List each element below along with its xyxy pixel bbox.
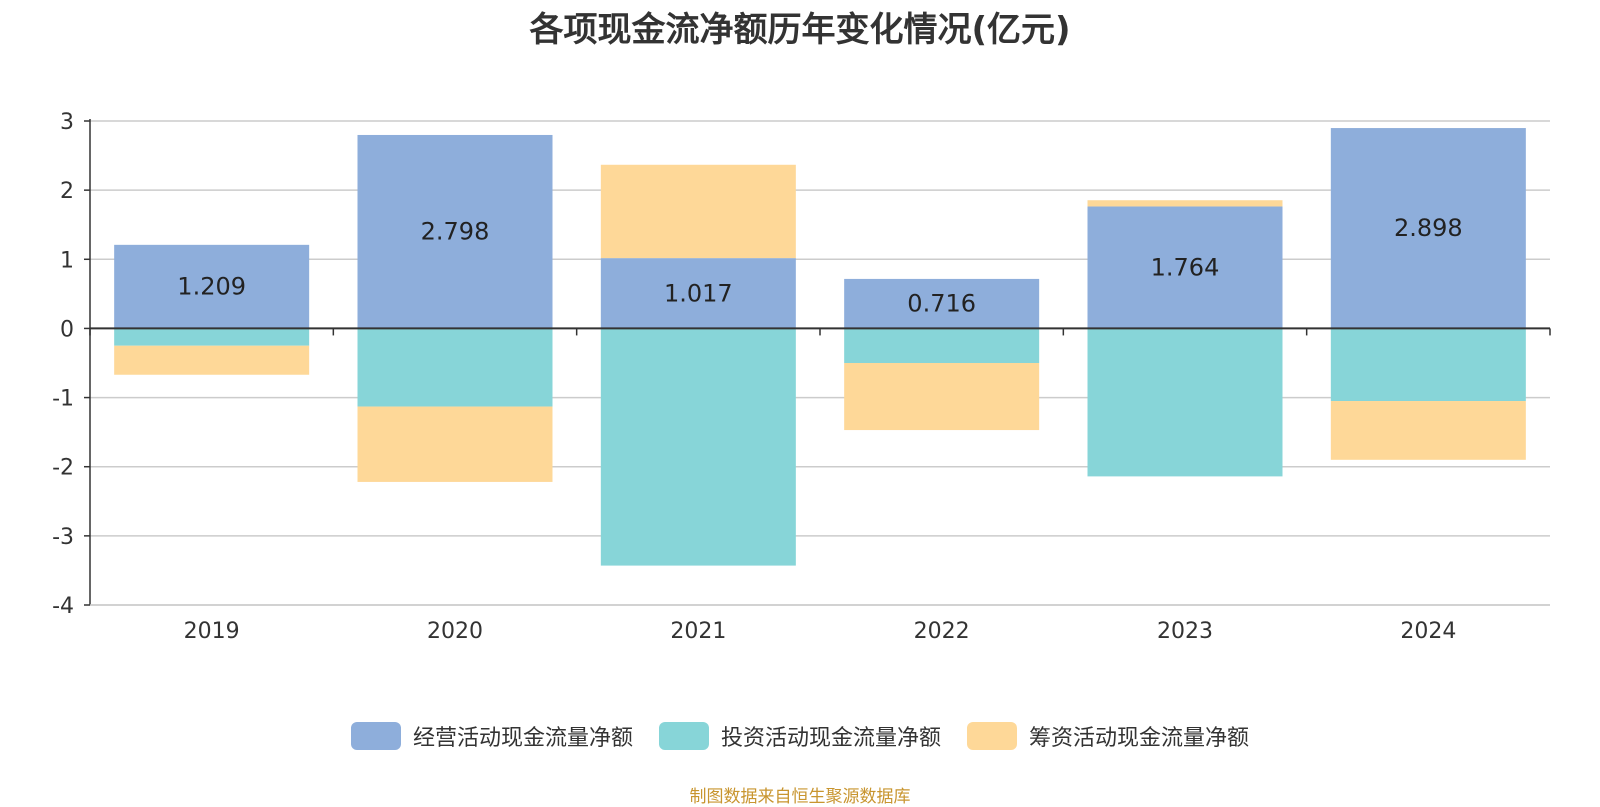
bar-2019-series-1 — [114, 328, 310, 346]
y-tick-label: -3 — [52, 525, 74, 550]
bar-2023-series-0 — [1087, 206, 1283, 329]
legend-item-investing[interactable]: 投资活动现金流量净额 — [658, 720, 941, 752]
legend-swatch-financing — [967, 722, 1017, 750]
bar-2024-series-1 — [1330, 328, 1526, 402]
bar-2021-series-1 — [600, 328, 796, 566]
source-note: 制图数据来自恒生聚源数据库 — [689, 787, 911, 807]
bar-2019-series-0 — [114, 244, 310, 329]
legend-label-investing: 投资活动现金流量净额 — [720, 726, 941, 751]
bar-2020-series-1 — [357, 328, 553, 407]
axis-layer — [84, 119, 1551, 606]
y-tick-label: 0 — [60, 317, 74, 342]
bar-2021-series-2 — [600, 164, 796, 259]
y-tick-label: 2 — [60, 179, 74, 204]
bar-2020-series-0 — [357, 134, 553, 329]
legend: 经营活动现金流量净额 投资活动现金流量净额 筹资活动现金流量净额 — [0, 720, 1600, 752]
legend-label-operating: 经营活动现金流量净额 — [412, 726, 633, 751]
chart-title: 各项现金流净额历年变化情况(亿元) — [529, 10, 1071, 50]
data-label-2019: 1.209 — [177, 273, 246, 301]
label-layer: 3 2 1 0 -1 -2 -3 -4 1.209 2019 2.798 2020 1.017 2021 0… — [52, 110, 1463, 644]
bar-2019-series-2 — [114, 345, 310, 375]
legend-swatch-operating — [350, 722, 401, 750]
bar-2023-series-2 — [1087, 200, 1283, 207]
data-label-2022: 0.716 — [907, 290, 976, 318]
data-label-2024: 2.898 — [1394, 214, 1463, 242]
x-tick-label: 2022 — [914, 619, 970, 644]
x-tick-label: 2024 — [1400, 619, 1456, 644]
bar-2022-series-2 — [844, 363, 1040, 431]
data-label-2023: 1.764 — [1151, 253, 1220, 281]
y-tick-label: -1 — [52, 387, 74, 412]
y-tick-label: 3 — [60, 110, 74, 135]
x-tick-label: 2020 — [427, 619, 483, 644]
legend-label-financing: 筹资活动现金流量净额 — [1029, 726, 1250, 751]
bar-2022-series-0 — [844, 278, 1040, 329]
data-label-2020: 2.798 — [421, 218, 490, 246]
legend-item-operating[interactable]: 经营活动现金流量净额 — [350, 720, 633, 752]
legend-swatch-investing — [658, 722, 709, 750]
y-tick-label: -2 — [52, 456, 74, 481]
bar-2024-series-0 — [1330, 128, 1526, 329]
y-tick-label: -4 — [52, 594, 74, 619]
data-label-2021: 1.017 — [664, 279, 733, 307]
bar-2020-series-2 — [357, 406, 553, 482]
y-tick-label: 1 — [60, 248, 74, 273]
bar-2023-series-1 — [1087, 328, 1283, 477]
x-tick-label: 2021 — [670, 619, 726, 644]
x-tick-label: 2019 — [184, 619, 240, 644]
chart-svg: 3 2 1 0 -1 -2 -3 -4 1.209 2019 2.798 2020 1.017 2021 0… — [52, 110, 1551, 644]
bar-2022-series-1 — [844, 328, 1040, 363]
bar-layer — [114, 128, 1526, 566]
x-tick-label: 2023 — [1157, 619, 1213, 644]
legend-item-financing[interactable]: 筹资活动现金流量净额 — [967, 720, 1249, 752]
bar-2024-series-2 — [1330, 401, 1526, 460]
bar-2021-series-0 — [600, 258, 796, 329]
